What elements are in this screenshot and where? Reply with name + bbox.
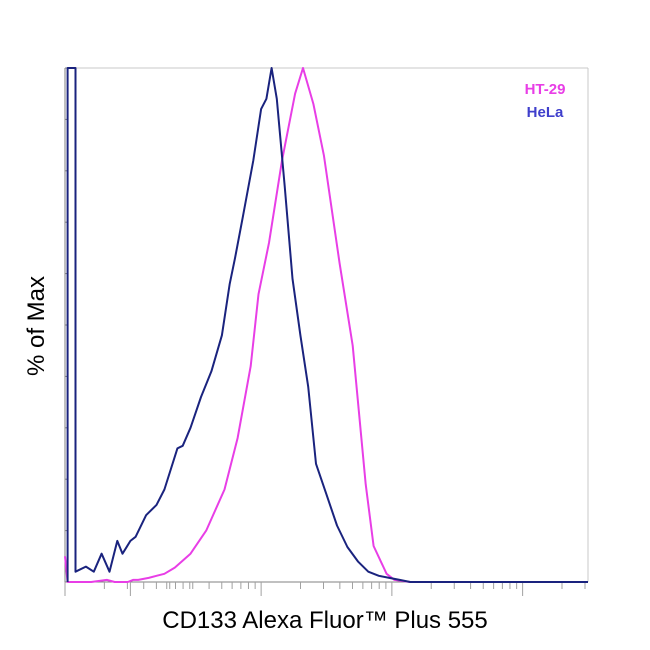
x-axis-ticks — [64, 582, 586, 596]
y-axis-title: % of Max — [23, 276, 50, 376]
legend-label-ht29: HT-29 — [525, 81, 566, 98]
legend-label-hela: HeLa — [527, 104, 564, 121]
series-line-ht29 — [64, 67, 588, 583]
series-layer — [64, 67, 588, 583]
series-line-hela — [66, 67, 588, 583]
x-axis-title: CD133 Alexa Fluor™ Plus 555 — [162, 607, 488, 634]
